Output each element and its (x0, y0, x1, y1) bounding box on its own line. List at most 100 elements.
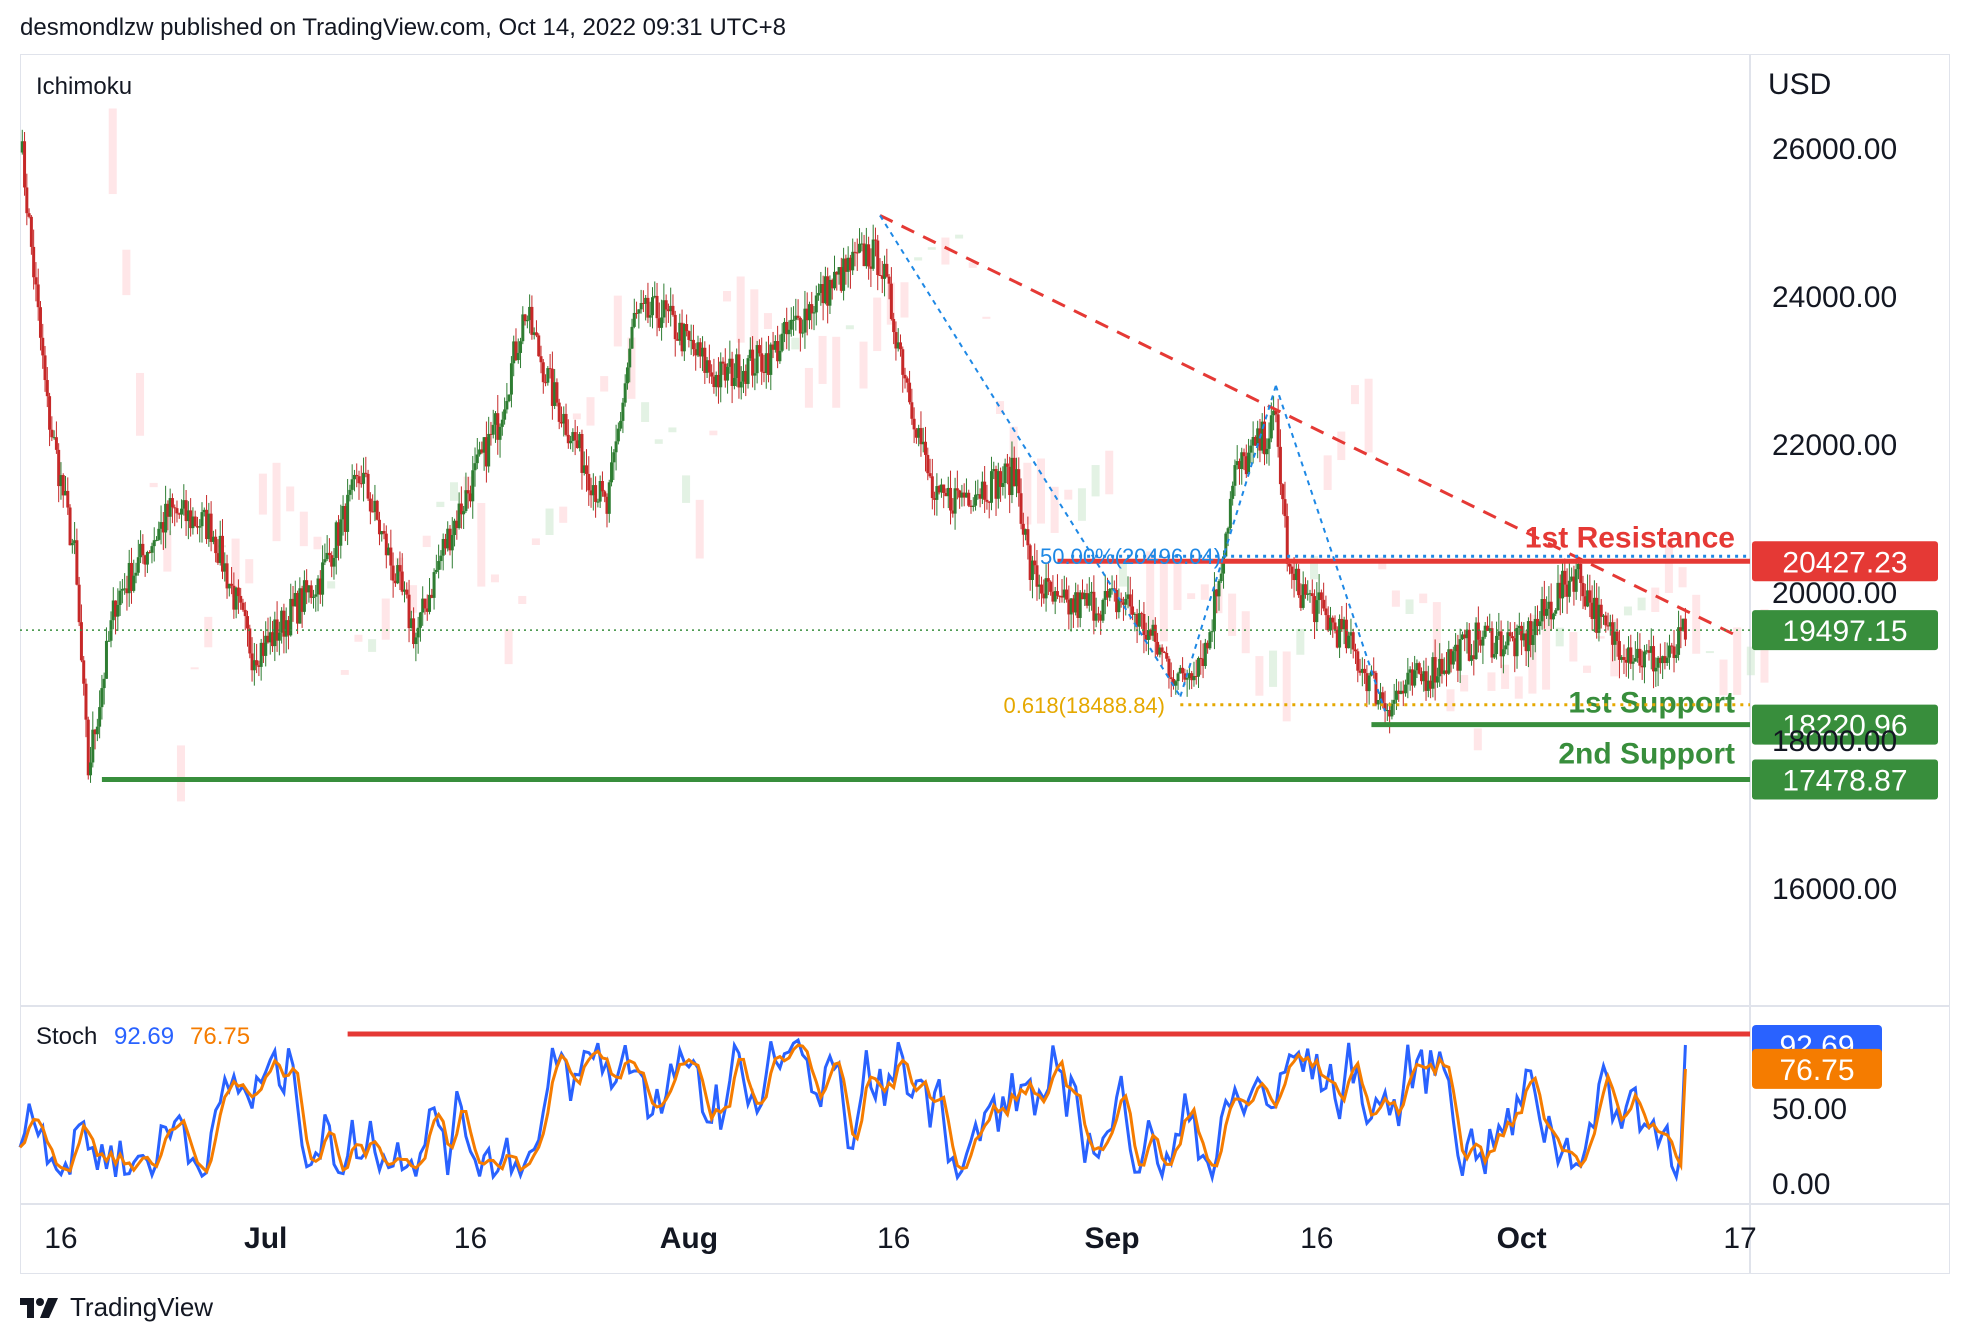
candle-body (359, 483, 363, 485)
candle-body (826, 276, 830, 306)
cloud-segment (900, 282, 909, 318)
candle-body (603, 491, 607, 497)
cloud-segment (1310, 556, 1318, 580)
candle-body (939, 484, 943, 493)
chart-frame[interactable] (20, 54, 1950, 1274)
candle-body (919, 428, 923, 445)
candle-body (332, 557, 336, 567)
candle-body (1124, 598, 1128, 605)
cloud-segment (1159, 563, 1168, 642)
candle-body (325, 552, 329, 560)
candle-body (1476, 622, 1480, 640)
candle-body (79, 622, 83, 661)
candle-body (428, 594, 432, 612)
candle-body (261, 642, 265, 656)
candle-body (1074, 592, 1078, 613)
candle-body (1381, 692, 1385, 704)
axes: 26000.00 24000.00 22000.00 20000.00 18000.00… (44, 133, 1897, 1255)
candle-body (1090, 591, 1094, 594)
candle-body (275, 619, 279, 641)
candle-body (1608, 622, 1612, 627)
cloud-segment (1077, 488, 1086, 521)
price-tick-label: 18000.00 (1772, 725, 1897, 758)
tradingview-logo-icon[interactable] (20, 1296, 60, 1320)
candle-body (211, 536, 215, 542)
candle-body (698, 342, 702, 357)
candle-body (969, 505, 973, 507)
candle-body (471, 470, 475, 502)
candle-body (1131, 606, 1135, 615)
candle-body (1021, 523, 1025, 535)
time-tick-label: Aug (660, 1222, 718, 1255)
candle-body (1140, 613, 1144, 615)
candle-body (73, 540, 77, 544)
candle-body (994, 469, 998, 499)
candle-body (236, 587, 240, 596)
candle-body (282, 610, 286, 637)
candle-body (1126, 594, 1130, 599)
candle-body (1677, 627, 1681, 655)
candle-body (1606, 625, 1610, 627)
candle-body (739, 381, 743, 388)
candle-body (660, 317, 664, 328)
candle-body (989, 471, 993, 503)
stoch-value-tag-text: 76.75 (1779, 1054, 1854, 1087)
candle-body (218, 535, 222, 563)
candle-body (232, 585, 236, 610)
candle-body (862, 243, 866, 267)
cloud-segment (873, 297, 882, 352)
candle-body (125, 588, 129, 594)
candle-body (1360, 668, 1364, 673)
candle-body (1115, 589, 1119, 613)
candle-body (1319, 592, 1323, 600)
candle-body (737, 354, 741, 388)
level-label: 1st Support (1568, 687, 1735, 720)
cloud-segment (572, 413, 581, 420)
candle-body (1322, 599, 1326, 609)
candle-body (573, 432, 577, 441)
candle-body (1317, 592, 1321, 601)
candle-body (1242, 452, 1246, 457)
indicator-label-stoch[interactable]: Stoch (36, 1023, 97, 1050)
candle-body (1080, 592, 1084, 600)
candle-body (1488, 628, 1492, 631)
indicator-label-ichimoku[interactable]: Ichimoku (36, 73, 132, 100)
candle-body (1415, 663, 1419, 671)
candle-body (25, 187, 29, 214)
candle-body (475, 454, 479, 464)
candle-body (148, 551, 152, 553)
candle-body (1617, 641, 1621, 660)
level-price-value: 17478.87 (1782, 765, 1907, 798)
candle-body (762, 371, 766, 374)
candle-body (723, 363, 727, 381)
candle-body (423, 598, 427, 609)
candle-body (280, 610, 284, 633)
candle-body (1001, 483, 1005, 487)
candle-body (1520, 625, 1524, 641)
candle-body (1426, 680, 1430, 691)
candle-body (291, 598, 295, 607)
cloud-segment (1637, 597, 1646, 611)
candle-body (1276, 414, 1280, 447)
candle-body (1071, 598, 1075, 613)
cloud-segment (1337, 431, 1346, 461)
candle-body (644, 297, 648, 304)
candle-body (1026, 529, 1030, 546)
candle-body (1558, 582, 1562, 599)
candle-body (1422, 671, 1426, 682)
candle-body (1033, 560, 1037, 566)
footer-brand[interactable]: TradingView (70, 1292, 214, 1322)
candle-body (664, 300, 668, 310)
candle-body (1554, 610, 1558, 614)
candle-body (1121, 602, 1125, 605)
candle-body (455, 520, 459, 529)
candle-body (1356, 651, 1360, 671)
candle-body (1545, 608, 1549, 616)
candle-body (1197, 657, 1201, 677)
cloud-segment (1692, 594, 1701, 654)
candle-body (896, 342, 900, 349)
cloud-segment (1678, 567, 1687, 588)
candle-body (362, 472, 366, 484)
candle-body (1315, 600, 1319, 623)
